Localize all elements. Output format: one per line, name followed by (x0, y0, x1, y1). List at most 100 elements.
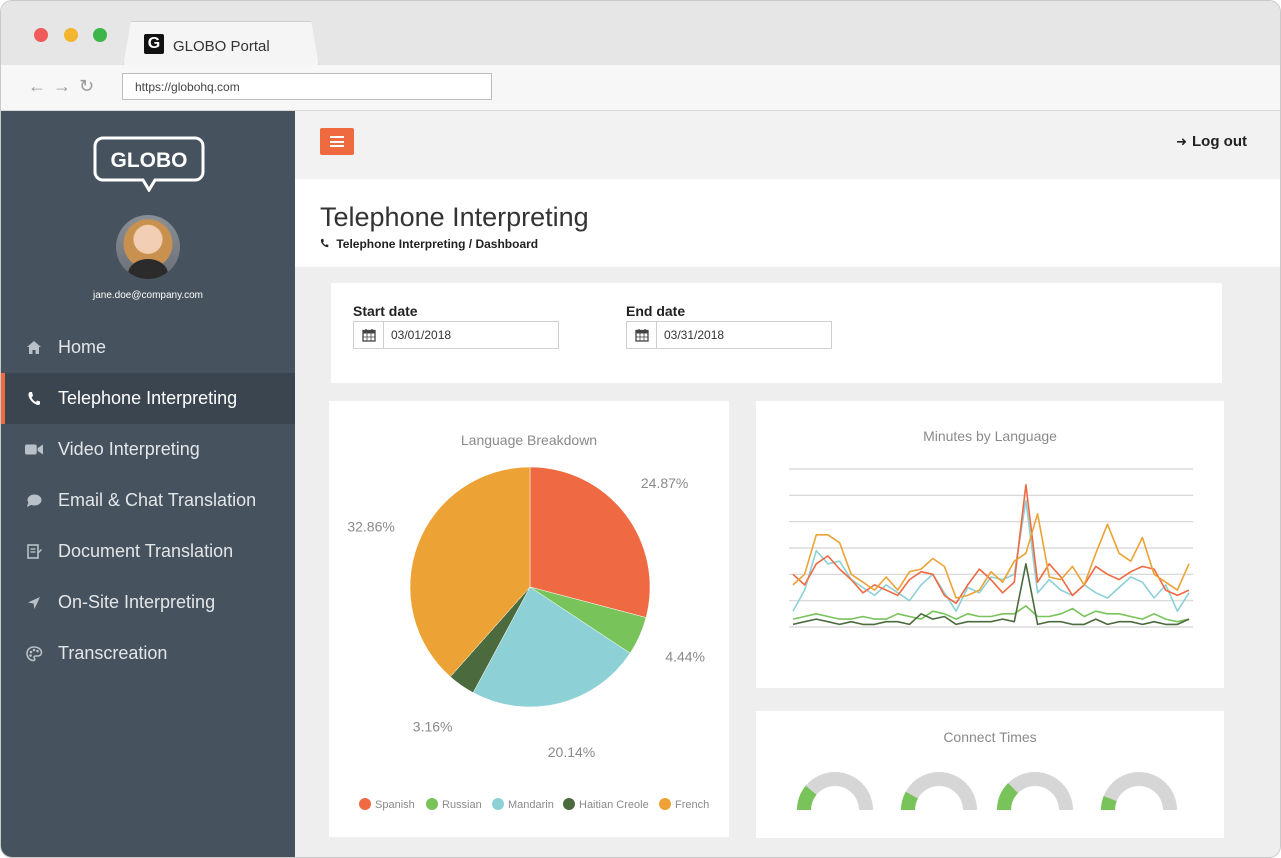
globo-logo: GLOBO (93, 136, 205, 192)
gauge-fill[interactable] (997, 783, 1019, 810)
url-input[interactable]: https://globohq.com (122, 73, 492, 100)
line-chart (789, 468, 1193, 628)
pie-data-label: 20.14% (548, 744, 595, 760)
close-window-button[interactable] (34, 28, 48, 42)
pie-data-label: 24.87% (641, 475, 688, 491)
end-date-value: 03/31/2018 (664, 328, 725, 342)
series-line-russian[interactable] (792, 605, 1190, 623)
line-chart-title: Minutes by Language (923, 428, 1057, 444)
address-bar: ← → ↻ https://globohq.com (1, 65, 1280, 111)
legend-marker (359, 798, 371, 810)
end-date-field[interactable]: 03/31/2018 (626, 321, 832, 349)
sidebar-item-document-translation[interactable]: Document Translation (1, 526, 295, 577)
gauge-chart (797, 772, 1177, 810)
gauge-track (997, 772, 1073, 810)
gauge-chart-title: Connect Times (943, 729, 1037, 745)
chat-bubble-icon (25, 492, 43, 510)
start-date-label: Start date (353, 303, 418, 319)
series-line-haitian-creole[interactable] (792, 563, 1190, 626)
gauge-fill[interactable] (901, 791, 918, 810)
start-date-field[interactable]: 03/01/2018 (353, 321, 559, 349)
calendar-icon[interactable] (354, 322, 384, 348)
breadcrumb: Telephone Interpreting / Dashboard (320, 237, 538, 251)
pie-data-label: 32.86% (347, 519, 394, 535)
gauge-fill[interactable] (797, 785, 817, 810)
video-camera-icon (25, 441, 43, 459)
globo-favicon-icon: G (144, 34, 164, 54)
legend-label[interactable]: Russian (442, 799, 482, 811)
series-line-spanish[interactable] (792, 484, 1190, 605)
location-arrow-icon (25, 594, 43, 612)
legend-label[interactable]: Spanish (375, 799, 415, 811)
sidebar-item-transcreation[interactable]: Transcreation (1, 628, 295, 679)
pie-chart-title: Language Breakdown (460, 432, 598, 448)
sidebar-item-label: Home (58, 337, 107, 357)
logout-button[interactable]: ➜ Log out (1176, 133, 1247, 150)
date-filter-card: Start date 03/01/2018 End date 03/31/201… (331, 283, 1222, 383)
pie-data-label: 3.16% (413, 718, 453, 734)
topbar: ➜ Log out (295, 111, 1280, 179)
palette-icon (25, 645, 43, 663)
calendar-icon[interactable] (627, 322, 657, 348)
page-title: Telephone Interpreting (320, 202, 589, 232)
legend-label[interactable]: French (675, 799, 709, 811)
gauge-track (797, 772, 873, 810)
sidebar-item-label: Email & Chat Translation (58, 490, 257, 510)
reload-icon[interactable]: ↻ (79, 76, 95, 96)
legend-label[interactable]: Mandarin (508, 799, 554, 811)
sidebar-item-video-interpreting[interactable]: Video Interpreting (1, 424, 295, 475)
sidebar-item-home[interactable]: Home (1, 322, 295, 373)
phone-icon (25, 390, 43, 408)
sidebar-item-label: Video Interpreting (58, 439, 200, 459)
pie-slice-french[interactable] (409, 466, 531, 678)
sidebar-item-label: On-Site Interpreting (58, 592, 216, 612)
sidebar-item-on-site-interpreting[interactable]: On-Site Interpreting (1, 577, 295, 628)
main-content: ➜ Log out Telephone Interpreting Telephon… (295, 111, 1280, 857)
document-icon (25, 543, 43, 561)
pie-data-label: 4.44% (665, 648, 705, 664)
legend-marker (426, 798, 438, 810)
legend-marker (492, 798, 504, 810)
user-email: jane.doe@company.com (92, 290, 204, 301)
series-line-mandarin[interactable] (792, 499, 1190, 612)
end-date-label: End date (626, 303, 686, 319)
sidebar-item-label: Document Translation (58, 541, 234, 561)
pie-slice-spanish[interactable] (529, 466, 651, 618)
minutes-by-language-card: Minutes by Language (756, 401, 1224, 688)
pie-chart: 24.87% 4.44% 20.14% 3.16% 32.86% Spanish Russi… (347, 466, 709, 811)
tab-title: GLOBO Portal (173, 38, 270, 55)
sidebar: GLOBO jane.doe@company.com Home Telephon… (1, 111, 295, 857)
legend-marker (659, 798, 671, 810)
language-breakdown-card: Language Breakdown 24.87% 4.44% 20.14% 3.16… (329, 401, 729, 837)
gauge-fill[interactable] (1101, 796, 1117, 810)
sidebar-item-telephone-interpreting[interactable]: Telephone Interpreting (1, 373, 295, 424)
sidebar-menu: Home Telephone Interpreting Video Interp… (1, 322, 295, 679)
home-icon (25, 339, 43, 357)
series-line-french[interactable] (792, 513, 1190, 599)
breadcrumb-text: Telephone Interpreting / Dashboard (336, 237, 539, 251)
logo-text: GLOBO (111, 149, 188, 172)
logout-label: Log out (1192, 133, 1247, 150)
maximize-window-button[interactable] (93, 28, 107, 42)
minimize-window-button[interactable] (64, 28, 78, 42)
sidebar-item-email-chat-translation[interactable]: Email & Chat Translation (1, 475, 295, 526)
phone-icon (320, 237, 332, 251)
start-date-value: 03/01/2018 (391, 328, 452, 342)
legend-label[interactable]: Haitian Creole (579, 799, 649, 811)
forward-arrow-icon[interactable]: → (53, 76, 71, 96)
legend-marker (563, 798, 575, 810)
back-arrow-icon[interactable]: ← (28, 76, 46, 96)
avatar[interactable] (116, 215, 180, 279)
sidebar-item-label: Telephone Interpreting (58, 388, 238, 408)
pie-slice-mandarin[interactable] (472, 586, 631, 708)
logout-arrow-icon: ➜ (1176, 134, 1188, 149)
browser-tab[interactable]: G GLOBO Portal (123, 21, 319, 67)
sidebar-item-label: Transcreation (58, 643, 168, 663)
page-header: Telephone Interpreting Telephone Interpr… (295, 179, 1280, 267)
menu-toggle-button[interactable] (320, 128, 354, 155)
gauge-track (901, 772, 977, 810)
gauge-track (1101, 772, 1177, 810)
connect-times-card: Connect Times (756, 711, 1224, 838)
browser-titlebar: G GLOBO Portal (1, 1, 1280, 67)
